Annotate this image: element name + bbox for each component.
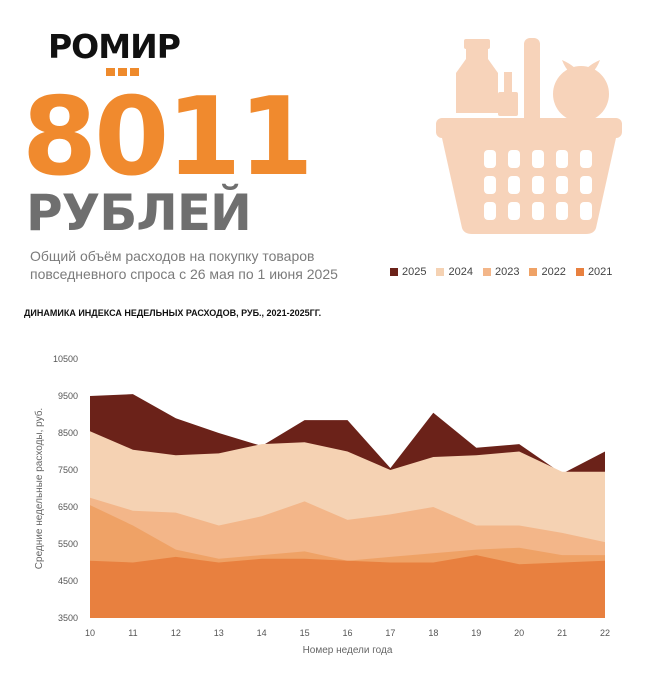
x-tick-label: 10 (85, 628, 95, 638)
x-tick-label: 21 (557, 628, 567, 638)
chart-legend: 2025 2024 2023 2022 2021 (390, 266, 612, 278)
spending-description: Общий объём расходов на покупку товаров … (30, 248, 338, 282)
legend-label: 2025 (402, 266, 427, 278)
legend-swatch (436, 268, 445, 276)
x-tick-label: 15 (300, 628, 310, 638)
legend-label: 2023 (494, 266, 520, 278)
y-tick-label: 6500 (58, 502, 78, 512)
x-tick-label: 13 (214, 628, 224, 638)
y-tick-label: 7500 (58, 465, 78, 475)
legend-swatch (482, 268, 491, 276)
x-tick-label: 12 (171, 628, 181, 638)
x-tick-label: 16 (342, 628, 352, 638)
x-tick-label: 11 (128, 628, 137, 638)
area-chart: 3500 4500 5500 6500 7500 8500 9500 10500 10 11 12 1… (33, 354, 610, 656)
legend-swatch (575, 268, 584, 276)
x-tick-label: 19 (471, 628, 481, 638)
y-tick-label: 10500 (53, 354, 78, 364)
x-axis-label: Номер недели года (303, 645, 393, 656)
romir-logo: РОМИР (48, 27, 181, 66)
legend-swatch (529, 268, 538, 276)
x-tick-label: 18 (428, 628, 438, 638)
y-tick-label: 3500 (58, 613, 78, 623)
y-tick-label: 5500 (58, 539, 78, 549)
chart-title: ДИНАМИКА ИНДЕКСА НЕДЕЛЬНЫХ РАСХОДОВ, РУБ… (24, 308, 322, 318)
legend-swatch (390, 268, 398, 276)
legend-item-2023: 2023 (482, 266, 520, 278)
legend-label: 2022 (541, 266, 566, 278)
legend-item-2024: 2024 (436, 266, 473, 278)
x-tick-label: 14 (257, 628, 267, 638)
legend-item-2025: 2025 (390, 266, 426, 278)
y-tick-label: 4500 (58, 576, 78, 586)
legend-label: 2021 (587, 266, 613, 278)
legend-item-2021: 2021 (575, 266, 613, 278)
basket-icon (436, 38, 622, 234)
x-tick-label: 17 (385, 628, 395, 638)
legend-item-2022: 2022 (529, 266, 566, 278)
spending-amount: 8011 (22, 75, 314, 200)
x-tick-label: 20 (514, 628, 524, 638)
y-tick-label: 8500 (58, 428, 78, 438)
y-axis-label: Средние недельные расходы, руб. (33, 408, 45, 569)
legend-label: 2024 (448, 266, 473, 278)
x-tick-label: 22 (600, 628, 610, 638)
currency-unit: РУБЛЕЙ (26, 184, 252, 242)
logo-dots (106, 68, 139, 76)
area-series-2021 (90, 555, 605, 618)
y-tick-label: 9500 (58, 391, 78, 401)
